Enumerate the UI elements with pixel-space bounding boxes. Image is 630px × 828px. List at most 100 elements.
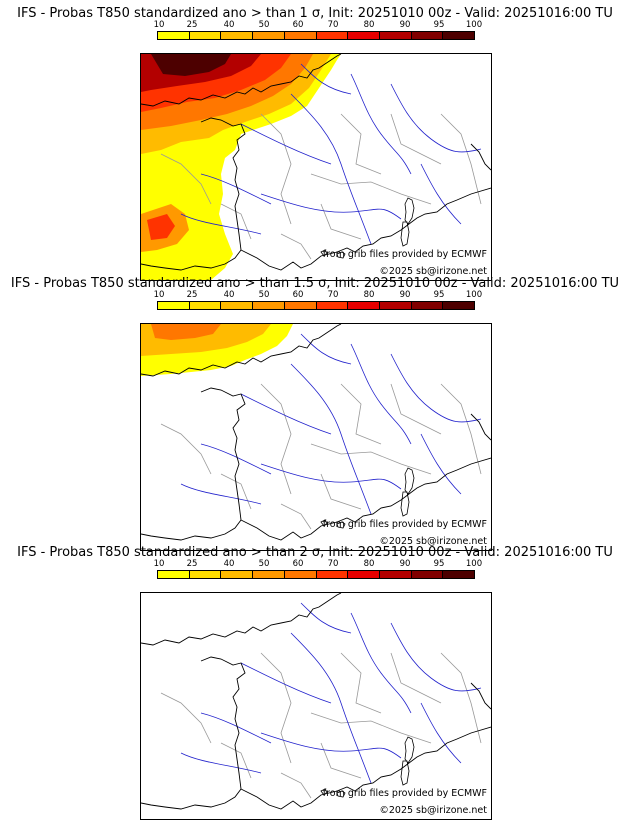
copyright-note: ©2025 sb@irizone.net bbox=[379, 805, 487, 816]
copyright-note: ©2025 sb@irizone.net bbox=[379, 266, 487, 277]
river bbox=[390, 353, 482, 423]
colorbar-tick-label: 90 bbox=[399, 20, 411, 30]
colorbar-swatch bbox=[411, 571, 444, 578]
colorbar-swatch bbox=[158, 32, 190, 39]
colorbar-swatch bbox=[411, 302, 444, 309]
river bbox=[300, 333, 352, 365]
colorbar-swatch bbox=[284, 302, 317, 309]
probability-area bbox=[147, 214, 175, 240]
source-note: from grib files provided by ECMWF bbox=[322, 788, 487, 799]
probability-map: from grib files provided by ECMWF ©2025 … bbox=[140, 53, 492, 281]
river bbox=[300, 602, 352, 634]
colorbar-swatch bbox=[443, 571, 475, 578]
source-note: from grib files provided by ECMWF bbox=[322, 249, 487, 260]
colorbar bbox=[157, 301, 475, 310]
colorbar-tick-label: 40 bbox=[223, 290, 235, 300]
colorbar-tick-label: 95 bbox=[433, 290, 445, 300]
colorbar-swatch bbox=[158, 302, 190, 309]
coastline bbox=[141, 54, 342, 271]
admin-border bbox=[280, 772, 312, 799]
admin-border bbox=[440, 652, 482, 744]
admin-border bbox=[310, 173, 432, 205]
map-canvas bbox=[141, 593, 491, 810]
river bbox=[200, 712, 272, 744]
colorbar-swatch bbox=[348, 302, 380, 309]
river bbox=[180, 483, 262, 505]
colorbar-labels: 10 25 40 50 60 70 80 90 95 100 bbox=[140, 20, 483, 30]
colorbar-tick-label: 70 bbox=[327, 290, 339, 300]
admin-border bbox=[160, 692, 212, 744]
panel-title: IFS - Probas T850 standardized ano > tha… bbox=[17, 545, 613, 560]
colorbar-swatch bbox=[253, 571, 285, 578]
colorbar-tick-label: 95 bbox=[433, 20, 445, 30]
colorbar-tick-label: 10 bbox=[153, 290, 165, 300]
river bbox=[420, 163, 462, 225]
colorbar-tick-label: 100 bbox=[465, 20, 483, 30]
colorbar-tick-label: 50 bbox=[258, 20, 270, 30]
river bbox=[350, 73, 412, 175]
panel-title: IFS - Probas T850 standardized ano > tha… bbox=[10, 276, 620, 291]
admin-border bbox=[280, 503, 312, 530]
map-canvas bbox=[141, 324, 491, 541]
river bbox=[260, 732, 402, 759]
probability-area bbox=[151, 54, 231, 76]
admin-border bbox=[260, 113, 292, 225]
admin-border bbox=[340, 652, 382, 714]
colorbar-labels: 10 25 40 50 60 70 80 90 95 100 bbox=[140, 290, 483, 300]
colorbar-tick-label: 40 bbox=[223, 559, 235, 569]
colorbar-tick-label: 60 bbox=[292, 559, 304, 569]
colorbar-swatch bbox=[189, 571, 222, 578]
river bbox=[350, 612, 412, 714]
river bbox=[350, 343, 412, 445]
river bbox=[240, 123, 332, 165]
river bbox=[240, 662, 332, 704]
colorbar-swatch bbox=[348, 32, 380, 39]
admin-border bbox=[340, 383, 382, 445]
admin-border bbox=[310, 443, 432, 475]
coastline bbox=[141, 324, 342, 541]
river bbox=[420, 702, 462, 764]
colorbar-tick-label: 10 bbox=[153, 559, 165, 569]
admin-border bbox=[220, 473, 252, 510]
colorbar-swatch bbox=[379, 571, 412, 578]
admin-border bbox=[310, 712, 432, 744]
colorbar-swatch bbox=[253, 32, 285, 39]
river bbox=[420, 433, 462, 495]
panel-title: IFS - Probas T850 standardized ano > tha… bbox=[17, 6, 613, 21]
admin-border bbox=[320, 742, 362, 779]
colorbar-swatch bbox=[316, 302, 349, 309]
colorbar-tick-label: 100 bbox=[465, 290, 483, 300]
island-outline bbox=[320, 736, 415, 798]
probability-area bbox=[151, 324, 221, 340]
river bbox=[180, 213, 262, 235]
map-panel-2sigma: IFS - Probas T850 standardized ano > tha… bbox=[0, 545, 630, 820]
colorbar-tick-label: 70 bbox=[327, 559, 339, 569]
colorbar-swatch bbox=[316, 571, 349, 578]
colorbar-tick-label: 80 bbox=[363, 559, 375, 569]
river bbox=[260, 193, 402, 220]
colorbar-swatch bbox=[189, 32, 222, 39]
colorbar-swatch bbox=[221, 32, 254, 39]
colorbar-swatch bbox=[221, 302, 254, 309]
river bbox=[290, 632, 372, 784]
colorbar-tick-label: 50 bbox=[258, 559, 270, 569]
map-panel-1sigma: IFS - Probas T850 standardized ano > tha… bbox=[0, 6, 630, 281]
coastline bbox=[240, 726, 491, 810]
admin-border bbox=[390, 652, 442, 704]
river bbox=[290, 363, 372, 515]
admin-border bbox=[340, 113, 382, 175]
river bbox=[260, 463, 402, 490]
colorbar-swatch bbox=[284, 571, 317, 578]
colorbar-tick-label: 60 bbox=[292, 20, 304, 30]
coastline bbox=[470, 413, 491, 441]
colorbar-swatch bbox=[348, 571, 380, 578]
coastline bbox=[470, 682, 491, 710]
admin-border bbox=[220, 742, 252, 779]
coastline bbox=[240, 457, 491, 541]
river bbox=[240, 393, 332, 435]
colorbar-tick-label: 25 bbox=[186, 290, 198, 300]
colorbar-swatch bbox=[253, 302, 285, 309]
colorbar-tick-label: 95 bbox=[433, 559, 445, 569]
admin-border bbox=[260, 383, 292, 495]
probability-map: from grib files provided by ECMWF ©2025 … bbox=[140, 592, 492, 820]
